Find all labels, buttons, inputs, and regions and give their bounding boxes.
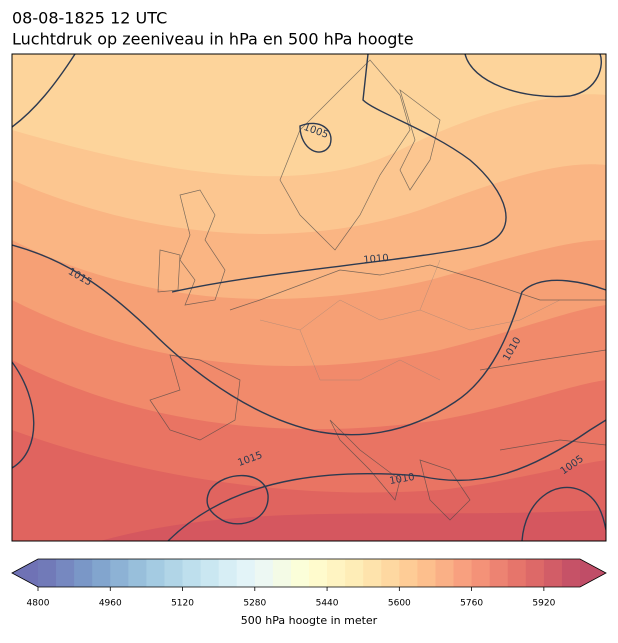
height-band <box>100 510 606 541</box>
height-band <box>12 430 606 541</box>
colorbar-cell <box>453 559 473 587</box>
coastline <box>149 354 471 521</box>
isobar <box>12 244 606 436</box>
colorbar-tick-label: 5600 <box>388 599 411 609</box>
date-title: 08-08-1825 12 UTC <box>12 9 167 28</box>
colorbar: 4800 4960 5120 5280 5440 5600 5760 5920 <box>11 558 607 609</box>
isobar <box>206 474 269 525</box>
colorbar-tick-label: 5280 <box>243 599 266 609</box>
colorbar-tick-label: 4960 <box>99 599 122 609</box>
colorbar-cell <box>327 559 346 587</box>
isobar <box>12 54 76 128</box>
colorbar-extend-high <box>580 559 606 587</box>
colorbar-cell <box>128 559 147 587</box>
colorbar-cell <box>182 559 202 587</box>
colorbar-cell <box>525 559 545 587</box>
colorbar-cell <box>272 559 292 587</box>
isobar <box>299 122 332 153</box>
colorbar-cell <box>146 559 165 587</box>
colorbar-label: 500 hPa hoogte in meter <box>241 614 378 627</box>
colorbar-cell <box>345 559 364 587</box>
colorbar-cell <box>543 559 563 587</box>
colorbar-tick-label: 5760 <box>460 599 483 609</box>
colorbar-cell <box>74 559 93 587</box>
coastline <box>279 59 441 251</box>
isobar <box>167 419 606 541</box>
colorbar-cell <box>417 559 436 587</box>
colorbar-cell <box>92 559 111 587</box>
colorbar-cell <box>164 559 184 587</box>
coastline <box>479 349 606 451</box>
colorbar-cell <box>381 559 400 587</box>
colorbar-cell <box>56 559 75 587</box>
map: 1005 1010 1015 1010 1015 1010 1005 <box>12 54 606 541</box>
colorbar-cell <box>399 559 418 587</box>
colorbar-cell <box>110 559 129 587</box>
colorbar-cell <box>507 559 527 587</box>
colorbar-cell <box>363 559 382 587</box>
colorbar-cell <box>236 559 256 587</box>
isobar <box>12 361 35 469</box>
map-frame <box>11 53 607 542</box>
colorbar-cell <box>435 559 455 587</box>
colorbar-tick-label: 5920 <box>532 599 555 609</box>
colorbar-cell <box>38 559 57 587</box>
colorbar-tick-label: 4800 <box>27 599 50 609</box>
isobar <box>464 54 602 98</box>
colorbar-cell <box>309 559 328 587</box>
colorbar-cell <box>200 559 220 587</box>
isobar <box>171 54 507 293</box>
colorbar-cell <box>290 559 310 587</box>
isobar <box>521 486 606 541</box>
colorbar-cell <box>471 559 491 587</box>
colorbar-cell <box>218 559 238 587</box>
isobar-label: 1010 <box>389 472 416 487</box>
colorbar-tick-label: 5120 <box>171 599 194 609</box>
isobar-label: 1010 <box>363 253 389 266</box>
colorbar-cell <box>489 559 509 587</box>
colorbar-cell <box>254 559 274 587</box>
country-border <box>259 259 561 381</box>
coastline <box>229 264 606 311</box>
colorbar-cell <box>561 559 581 587</box>
colorbar-extend-low <box>12 559 38 587</box>
map-title: Luchtdruk op zeeniveau in hPa en 500 hPa… <box>12 30 414 49</box>
colorbar-tick-label: 5440 <box>316 599 339 609</box>
